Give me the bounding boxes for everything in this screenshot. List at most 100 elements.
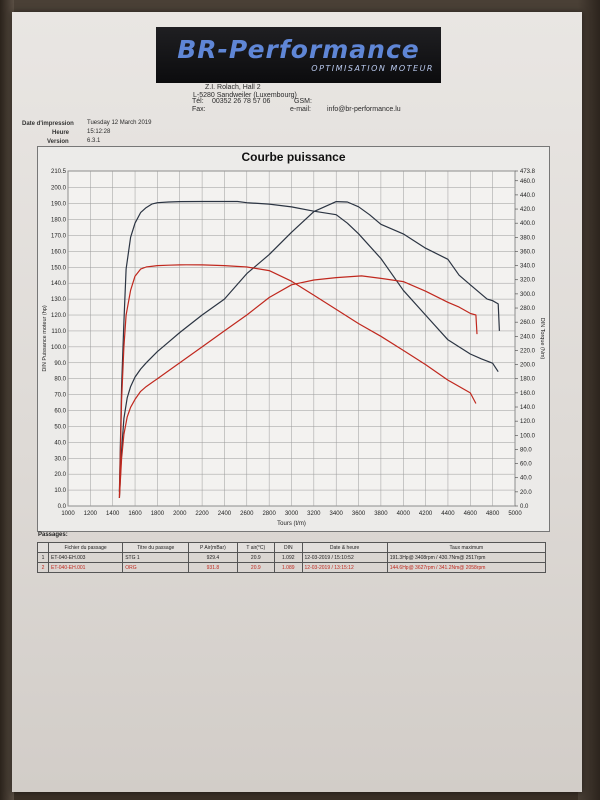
table-row[interactable]: 2 ET-040-EH.001 ORG 931.8 20.9 1.089 12-… [37, 562, 547, 573]
y-tick-label: 70.0 [54, 393, 66, 399]
y-tick-label: 100.0 [51, 345, 67, 351]
y-tick-label: 50.0 [54, 424, 66, 430]
y2-tick-label: 400.0 [520, 221, 536, 227]
row-file: ET-040-EH.001 [47, 562, 124, 573]
y2-tick-label: 100.0 [520, 433, 536, 439]
y-tick-label: 140.0 [51, 281, 67, 287]
y-tick-label: 60.0 [54, 409, 66, 415]
chart-canvas: 1000 1200 1400 1600 1800 2000 2200 2400 2600 2800… [42, 169, 545, 527]
y2-tick-label: 340.0 [520, 264, 536, 270]
series-line-stg-1-power [118, 201, 500, 499]
background-right [578, 0, 600, 800]
y2-tick-label: 120.0 [520, 419, 536, 425]
series-line-stg-1-torque [118, 200, 499, 492]
y2-tick-label: 140.0 [520, 405, 536, 411]
series-line-org-torque [118, 264, 477, 496]
y2-tick-label: 40.0 [520, 476, 532, 482]
y-tick-label: 210.5 [51, 169, 67, 175]
y2-tick-label: 320.0 [520, 278, 536, 284]
tel-label: Tél: [192, 98, 204, 105]
y2-tick-label: 20.0 [520, 490, 532, 496]
y2-axis-label: DIN Torque (Nm) [539, 318, 545, 360]
row-date: 12-03-2019 / 13:15:12 [301, 562, 388, 573]
y-tick-label: 90.0 [54, 361, 66, 367]
y2-tick-label: 360.0 [520, 249, 536, 255]
y2-tick-label: 460.0 [520, 179, 536, 185]
col-pair: P Air(mBar) [188, 542, 238, 553]
x-tick-label: 2200 [195, 511, 209, 517]
x-tick-label: 1600 [128, 511, 142, 517]
y-tick-label: 20.0 [54, 472, 66, 478]
y2-tick-label: 300.0 [520, 292, 536, 298]
x-tick-label: 3600 [352, 511, 366, 517]
row-din: 1.092 [274, 552, 303, 563]
x-tick-label: 1200 [84, 511, 98, 517]
y2-tick-label: 160.0 [520, 391, 536, 397]
y2-tick-label: 440.0 [520, 193, 536, 199]
col-file: Fichier du passage [47, 542, 124, 553]
row-tair: 20.9 [236, 562, 276, 573]
col-din: DIN [274, 542, 303, 553]
x-axis-label: Tours (t/m) [277, 521, 306, 527]
y-tick-label: 150.0 [51, 265, 67, 271]
passages-table: Fichier du passage Titre du passage P Ai… [37, 542, 547, 573]
y2-tick-label: 180.0 [520, 377, 536, 383]
passages-title: Passages: [38, 532, 68, 538]
y-tick-label: 170.0 [51, 233, 67, 239]
background-top [0, 0, 600, 14]
x-tick-label: 1400 [106, 511, 120, 517]
x-tick-label: 4200 [419, 511, 433, 517]
row-num: 2 [37, 562, 49, 573]
y2-tick-label: 260.0 [520, 320, 536, 326]
x-tick-label: 1000 [61, 511, 75, 517]
y-tick-label: 120.0 [51, 313, 67, 319]
x-tick-label: 2600 [240, 511, 254, 517]
background-left [0, 0, 14, 800]
y2-tick-label: 200.0 [520, 363, 536, 369]
table-row[interactable]: 1 ET-040-EH.003 STG 1 929.4 20.9 1.092 1… [37, 552, 547, 563]
row-date: 12-03-2019 / 15:10:52 [301, 552, 388, 563]
row-file: ET-040-EH.003 [47, 552, 124, 563]
row-title: ORG [122, 562, 190, 573]
y2-tick-label: 280.0 [520, 306, 536, 312]
row-title: STG 1 [122, 552, 190, 563]
fax-label: Fax: [192, 106, 206, 113]
col-tair: T air(°C) [236, 542, 276, 553]
y2-tick-label: 220.0 [520, 348, 536, 354]
row-max: 191.3Hp@ 3408rpm / 430.7Nm@ 2517rpm [386, 552, 547, 563]
y-tick-label: 40.0 [54, 440, 66, 446]
y2-tick-label: 420.0 [520, 207, 536, 213]
row-pair: 931.8 [188, 562, 238, 573]
x-tick-label: 1800 [151, 511, 165, 517]
y-tick-label: 30.0 [54, 456, 66, 462]
row-din: 1.089 [274, 562, 303, 573]
x-tick-label: 3200 [307, 511, 321, 517]
email-value: info@br-performance.lu [327, 106, 401, 113]
version-label: Version [47, 139, 69, 145]
x-tick-label: 2400 [218, 511, 232, 517]
power-chart: Courbe puissance 1000 1200 1400 1600 1800 200… [37, 146, 550, 532]
row-max: 144.6Hp@ 3627rpm / 341.2Nm@ 2058rpm [386, 562, 547, 573]
address-line1: Z.I. Rolach, Hall 2 [205, 84, 261, 91]
x-tick-label: 5000 [508, 511, 522, 517]
x-tick-label: 2800 [262, 511, 276, 517]
y-tick-label: 130.0 [51, 297, 67, 303]
y2-tick-label: 380.0 [520, 235, 536, 241]
date-label: Date d'impression [22, 121, 74, 127]
col-date: Date & heure [301, 542, 388, 553]
col-num [37, 542, 49, 553]
y-tick-label: 200.0 [51, 186, 67, 192]
x-tick-label: 4400 [441, 511, 455, 517]
tel-value: 00352 26 78 57 06 [212, 98, 271, 105]
y2-tick-label: 60.0 [520, 462, 532, 468]
y-tick-label: 160.0 [51, 249, 67, 255]
logo-text: BR-Performance [177, 35, 420, 64]
y2-tick-label: 240.0 [520, 334, 536, 340]
company-logo: BR-Performance OPTIMISATION MOTEUR [156, 27, 441, 83]
time-value: 15:12:28 [87, 129, 111, 135]
y-tick-label: 80.0 [54, 377, 66, 383]
x-tick-label: 3800 [374, 511, 388, 517]
y2-tick-label: 80.0 [520, 447, 532, 453]
row-pair: 929.4 [188, 552, 238, 563]
y-tick-label: 180.0 [51, 218, 67, 224]
